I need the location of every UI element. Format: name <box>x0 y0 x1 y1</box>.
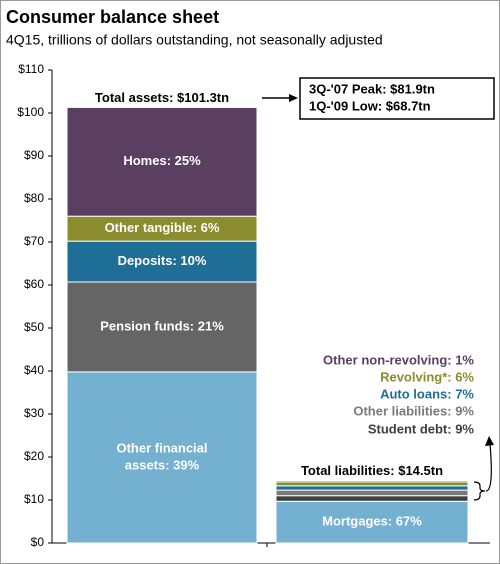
y-tick-label: $70 <box>24 234 44 248</box>
arrow-head <box>289 94 298 102</box>
y-tick-label: $30 <box>24 406 44 420</box>
annotation: 3Q-'07 Peak: $81.9tn <box>309 81 435 96</box>
y-tick-label: $110 <box>18 62 44 76</box>
bar-segment <box>66 281 258 373</box>
segment-label: Pension funds: 21% <box>100 318 224 333</box>
bar-segment <box>275 481 469 487</box>
annotation-box <box>299 77 495 120</box>
segment-label: Homes: 25% <box>123 153 201 168</box>
bar-segment <box>275 489 469 497</box>
y-tick-label: $40 <box>24 363 44 377</box>
arrow-head <box>485 436 494 446</box>
annotation: 1Q-'09 Low: $68.7tn <box>309 98 431 113</box>
y-tick-label: $90 <box>24 148 44 162</box>
y-tick-label: $100 <box>17 105 44 119</box>
segment-label: Other liabilities: 9% <box>353 403 474 418</box>
bar-segment <box>66 215 258 242</box>
bar-segment <box>66 106 258 217</box>
segment-label: Other tangible: 6% <box>105 220 220 235</box>
arrow <box>485 443 492 492</box>
segment-label: Other financial assets: 39% <box>116 441 207 473</box>
bar-segment <box>66 240 258 283</box>
segment-label: Student debt: 9% <box>368 421 475 436</box>
bar-segment <box>275 495 469 502</box>
segment-label: Deposits: 10% <box>118 253 207 268</box>
bar-segment <box>66 371 258 544</box>
chart-subtitle: 4Q15, trillions of dollars outstanding, … <box>6 32 383 48</box>
bar-segment <box>275 480 469 483</box>
bracket <box>473 481 486 501</box>
y-tick-label: $10 <box>24 492 44 506</box>
segment-label: Other non-revolving: 1% <box>323 352 474 367</box>
segment-label: Revolving*: 6% <box>380 369 474 384</box>
total-label: Total assets: $101.3tn <box>95 90 229 105</box>
total-label: Total liabilities: $14.5tn <box>301 463 443 478</box>
y-tick-label: $20 <box>24 449 44 463</box>
y-tick-label: $50 <box>24 320 44 334</box>
bar-segment <box>275 500 469 544</box>
y-tick-label: $60 <box>24 277 44 291</box>
segment-label: Mortgages: 67% <box>322 514 422 529</box>
y-tick-label: $0 <box>31 535 45 549</box>
y-tick-label: $80 <box>24 191 44 205</box>
bar-segment <box>275 485 469 491</box>
segment-label: Auto loans: 7% <box>380 386 474 401</box>
chart-title: Consumer balance sheet <box>6 7 219 27</box>
